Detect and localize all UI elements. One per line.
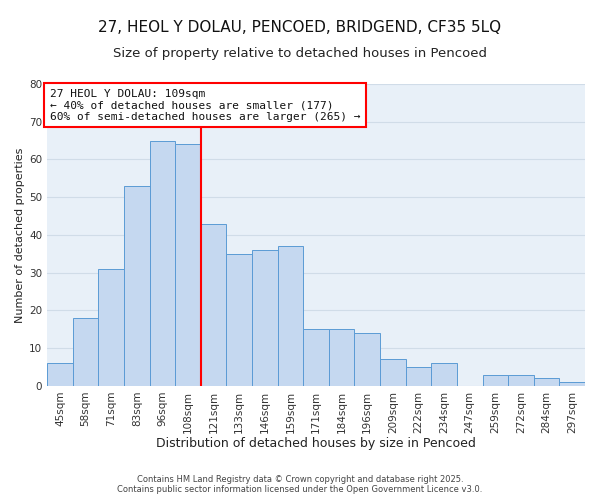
Bar	[149, 140, 175, 386]
Bar	[201, 224, 226, 386]
Bar	[124, 186, 149, 386]
Bar	[226, 254, 252, 386]
Bar	[482, 374, 508, 386]
Bar	[534, 378, 559, 386]
Bar	[380, 360, 406, 386]
Bar	[406, 367, 431, 386]
Text: Size of property relative to detached houses in Pencoed: Size of property relative to detached ho…	[113, 48, 487, 60]
Bar	[73, 318, 98, 386]
Text: 27 HEOL Y DOLAU: 109sqm
← 40% of detached houses are smaller (177)
60% of semi-d: 27 HEOL Y DOLAU: 109sqm ← 40% of detache…	[50, 88, 361, 122]
Bar	[329, 330, 355, 386]
Text: Contains public sector information licensed under the Open Government Licence v3: Contains public sector information licen…	[118, 485, 482, 494]
Bar	[278, 246, 303, 386]
X-axis label: Distribution of detached houses by size in Pencoed: Distribution of detached houses by size …	[156, 437, 476, 450]
Bar	[508, 374, 534, 386]
Text: 27, HEOL Y DOLAU, PENCOED, BRIDGEND, CF35 5LQ: 27, HEOL Y DOLAU, PENCOED, BRIDGEND, CF3…	[98, 20, 502, 35]
Bar	[98, 269, 124, 386]
Bar	[47, 363, 73, 386]
Bar	[175, 144, 201, 386]
Y-axis label: Number of detached properties: Number of detached properties	[15, 147, 25, 322]
Bar	[559, 382, 585, 386]
Text: Contains HM Land Registry data © Crown copyright and database right 2025.: Contains HM Land Registry data © Crown c…	[137, 475, 463, 484]
Bar	[431, 363, 457, 386]
Bar	[355, 333, 380, 386]
Bar	[252, 250, 278, 386]
Bar	[303, 330, 329, 386]
